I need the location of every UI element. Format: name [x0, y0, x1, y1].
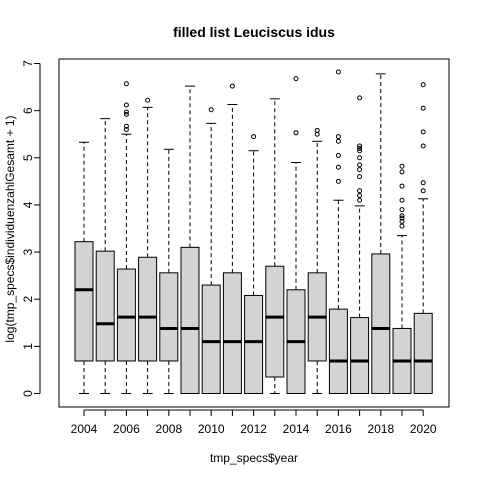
box-iqr: [244, 294, 264, 395]
plot-area: 0 1 2 3 4 5 6 7 2004 2006 2008 2010 2012 2014 2016 2018…: [21, 58, 450, 436]
box-iqr: [265, 265, 285, 378]
box-iqr: [180, 246, 200, 394]
outlier-point: [357, 167, 363, 173]
outlier-point: [357, 143, 363, 149]
outlier-point: [123, 127, 129, 132]
plot-frame: [58, 58, 450, 408]
outlier-point: [357, 148, 363, 154]
x-tick-label: 2004: [71, 422, 98, 436]
box-iqr: [328, 308, 348, 394]
outlier-point: [420, 180, 426, 186]
box-iqr: [159, 272, 179, 362]
outlier-point: [357, 193, 363, 198]
outlier-point: [229, 83, 235, 89]
box-iqr: [138, 256, 158, 362]
outlier-point: [293, 76, 299, 82]
outlier-point: [208, 107, 214, 113]
outlier-point: [145, 97, 151, 103]
x-tick-label: 2012: [240, 422, 267, 436]
outlier-point: [335, 69, 341, 75]
outlier-point: [357, 174, 363, 180]
outlier-point: [357, 197, 363, 203]
x-tick-label: 2008: [155, 422, 182, 436]
x-tick-label: 2020: [410, 422, 437, 436]
y-tick-label: 5: [21, 154, 35, 161]
chart-title: filled list Leuciscus idus: [173, 24, 335, 40]
outlier-point: [314, 127, 320, 133]
outlier-point: [357, 145, 363, 151]
outlier-point: [399, 215, 405, 221]
outlier-point: [399, 218, 405, 224]
outlier-point: [399, 207, 405, 213]
y-tick-label: 6: [21, 107, 35, 114]
outlier-point: [123, 81, 129, 87]
x-tick-label: 2016: [325, 422, 352, 436]
x-tick-label: 2018: [367, 422, 394, 436]
outlier-point: [357, 95, 363, 101]
box-iqr: [201, 284, 221, 395]
y-axis-label: log(tmp_specs$individuenzahlGesamt + 1): [3, 115, 17, 342]
outlier-point: [251, 134, 257, 140]
outlier-point: [335, 178, 341, 184]
outlier-point: [123, 123, 129, 129]
outlier-point: [399, 213, 405, 219]
outlier-point: [399, 163, 405, 169]
y-tick-label: 1: [21, 343, 35, 350]
x-axis-label: tmp_specs$year: [210, 451, 298, 465]
outlier-point: [399, 223, 405, 229]
outlier-point: [123, 109, 129, 115]
outlier-point: [123, 111, 129, 117]
box-iqr: [371, 253, 391, 394]
outlier-point: [335, 152, 341, 158]
outlier-point: [399, 169, 405, 175]
outlier-point: [420, 82, 426, 88]
box-iqr: [222, 272, 242, 395]
box-iqr: [95, 250, 115, 362]
box-iqr: [350, 317, 370, 395]
outlier-point: [293, 130, 299, 136]
y-tick-label: 0: [21, 390, 35, 397]
box-iqr: [116, 268, 136, 362]
y-tick-label: 4: [21, 201, 35, 208]
outlier-point: [357, 155, 363, 161]
outlier-point: [420, 129, 426, 135]
outlier-point: [335, 138, 341, 144]
outlier-point: [399, 183, 405, 189]
outlier-point: [357, 162, 363, 168]
x-tick-label: 2010: [198, 422, 225, 436]
y-tick-label: 3: [21, 248, 35, 255]
outlier-point: [335, 164, 341, 170]
outlier-point: [420, 105, 426, 111]
outlier-point: [123, 102, 129, 108]
outlier-point: [420, 188, 426, 194]
outlier-point: [357, 188, 363, 194]
y-tick-label: 7: [21, 60, 35, 67]
box-iqr: [74, 241, 94, 362]
outlier-point: [420, 143, 426, 149]
x-tick-label: 2006: [113, 422, 140, 436]
outlier-point: [335, 134, 341, 140]
y-tick-label: 2: [21, 296, 35, 303]
x-tick-label: 2014: [283, 422, 310, 436]
box-iqr: [413, 312, 433, 395]
outlier-point: [399, 197, 405, 203]
